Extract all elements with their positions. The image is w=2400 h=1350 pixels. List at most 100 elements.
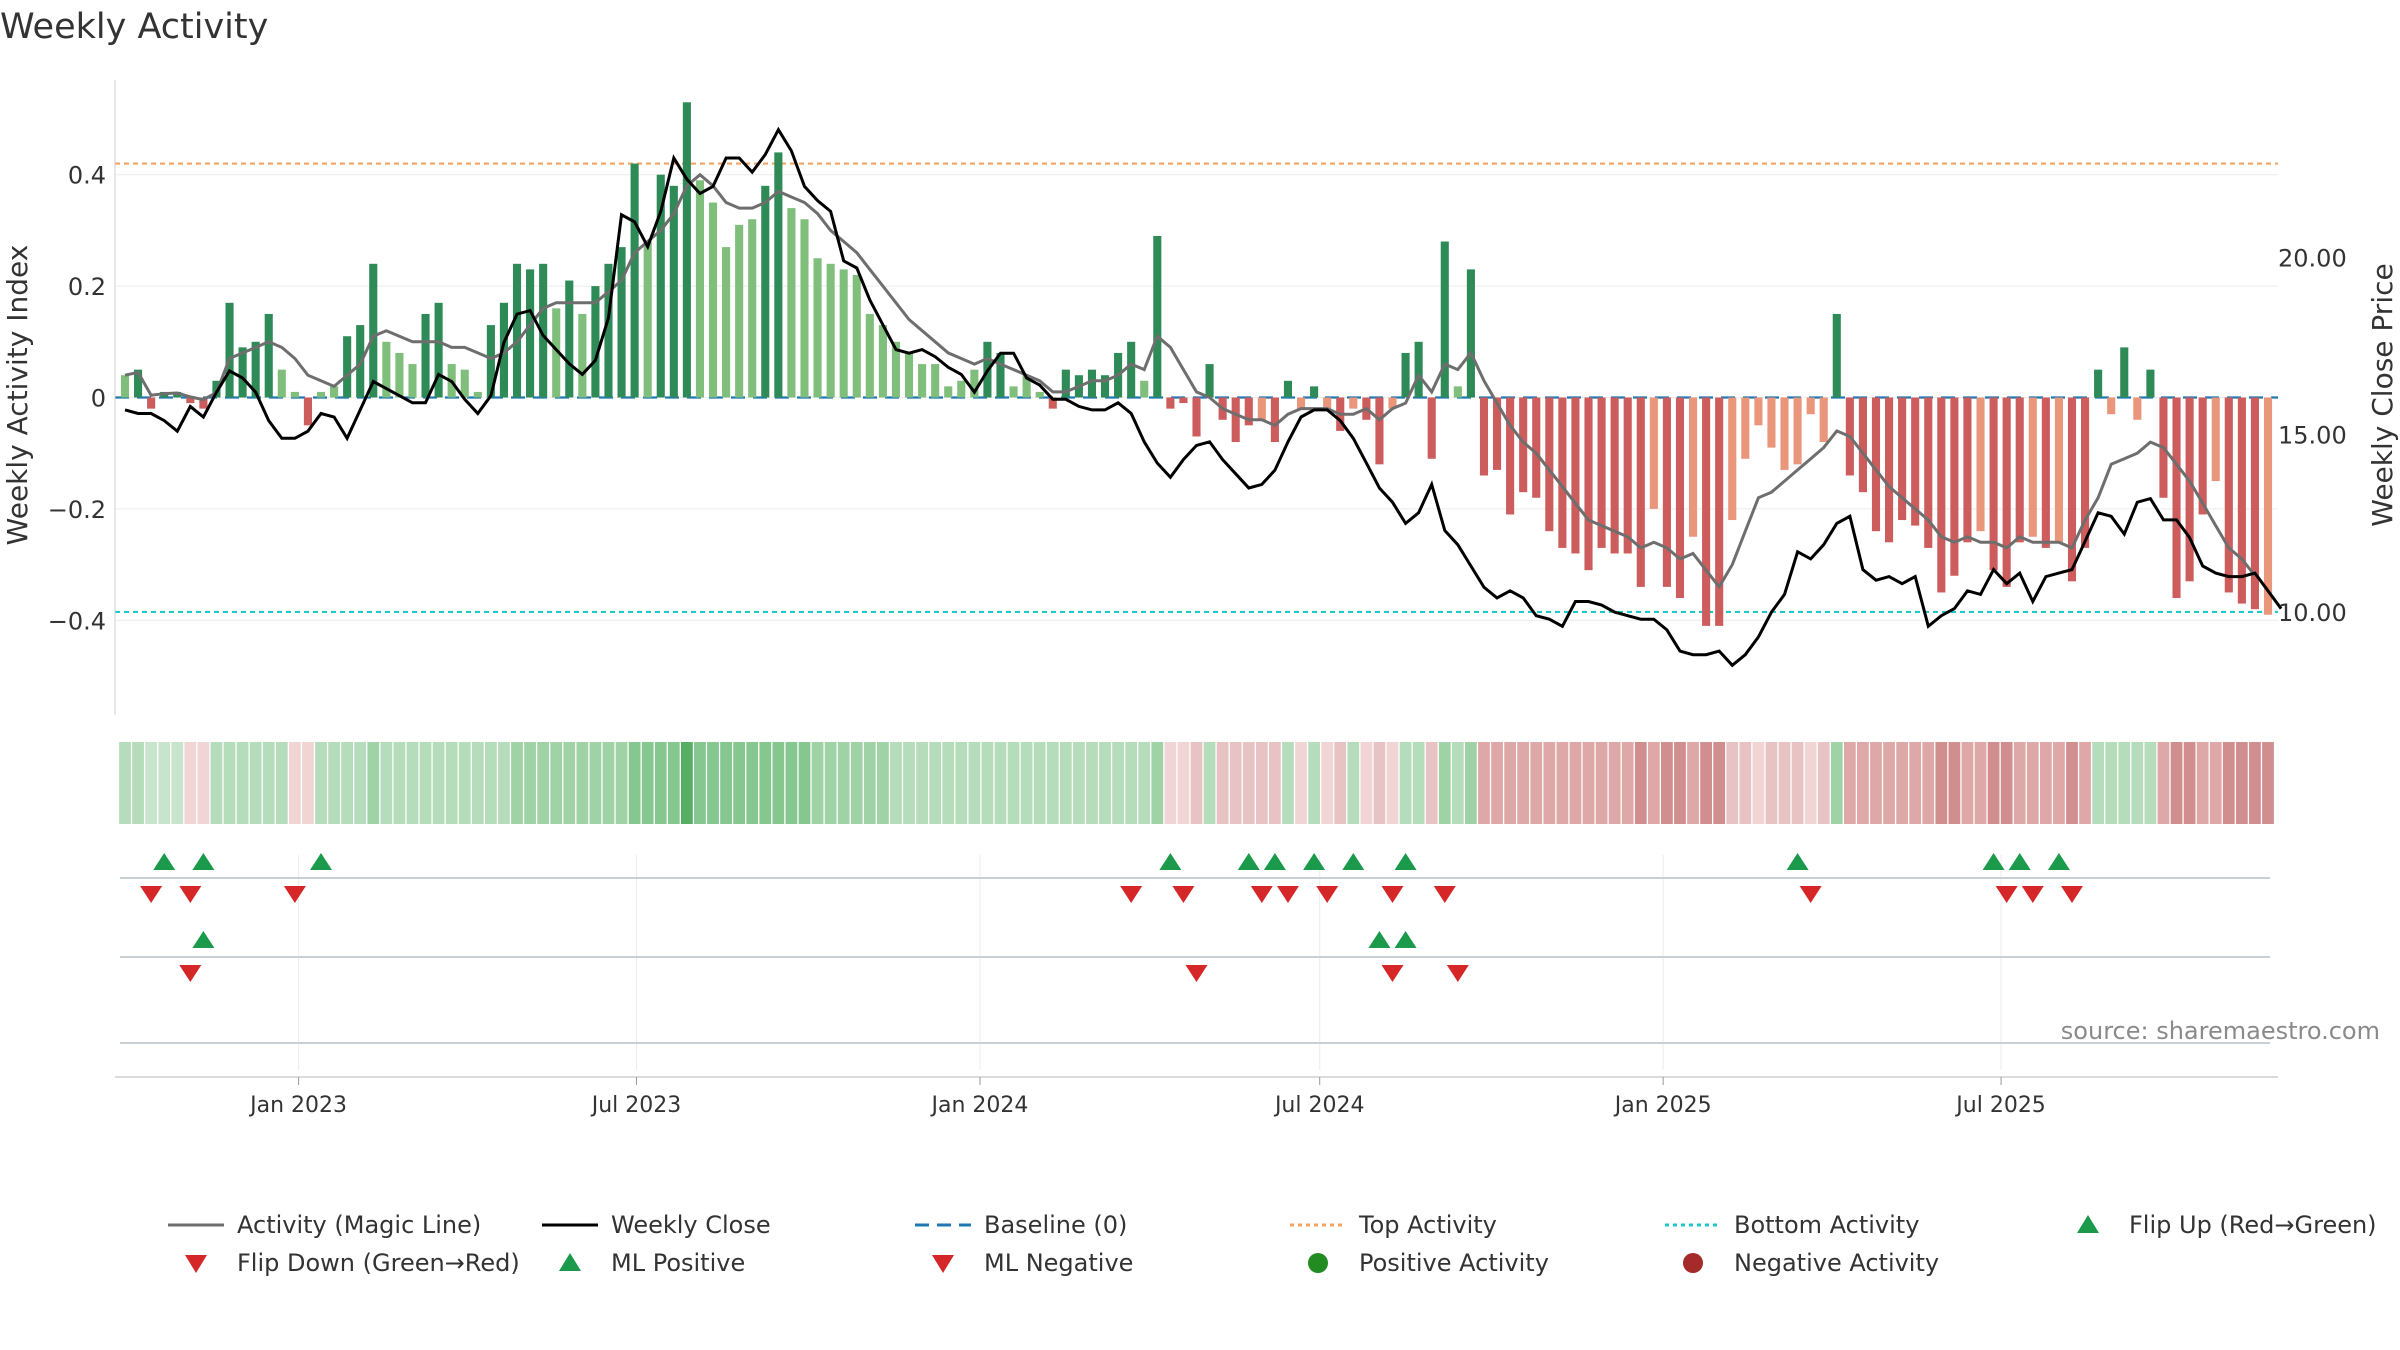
ml-negative-marker (1185, 965, 1208, 982)
activity-bar (2107, 397, 2116, 415)
flip-down-marker (1433, 886, 1456, 903)
heat-cell (2262, 742, 2274, 824)
heat-cell (681, 742, 693, 824)
weekly-close-line (124, 126, 2283, 668)
heat-cell (184, 742, 197, 824)
activity-bar (604, 263, 613, 398)
activity-bar (2015, 397, 2024, 543)
activity-bar (891, 341, 901, 398)
activity-bar (1022, 375, 1031, 398)
heat-cell (602, 742, 615, 824)
activity-bar (1662, 397, 1671, 587)
activity-bar (774, 152, 783, 398)
chart-title: Weekly Activity (0, 7, 268, 47)
lines-layer (124, 126, 2283, 668)
heat-cell (1229, 742, 1242, 824)
heat-cell (550, 742, 563, 824)
heat-cell (275, 742, 288, 824)
heat-cell (1582, 742, 1595, 824)
heat-cell (1203, 742, 1216, 824)
legend-label: Activity (Magic Line) (237, 1211, 481, 1239)
flip-down-marker (1995, 886, 2018, 903)
heat-cell (1883, 742, 1895, 824)
activity-bar (2081, 397, 2090, 548)
activity-bar (656, 174, 665, 398)
activity-bar (1323, 397, 1332, 409)
activity-bar (2094, 369, 2103, 398)
heat-cell (563, 742, 576, 824)
heat-cell (145, 742, 158, 824)
activity-bar (1375, 397, 1384, 465)
heat-cell (2157, 742, 2170, 824)
heat-cell (2013, 742, 2026, 824)
activity-bar (1244, 397, 1253, 426)
legend-label: ML Positive (611, 1249, 745, 1277)
activity-bar (251, 341, 260, 398)
heat-cell (968, 742, 981, 824)
activity-bar (1153, 235, 1162, 398)
x-tick-label: Jan 2023 (248, 1093, 347, 1118)
heat-cell (1830, 742, 1843, 824)
heat-cell (1778, 742, 1791, 824)
activity-bar (1688, 397, 1698, 537)
heat-cell (210, 742, 223, 824)
legend-label: Bottom Activity (1734, 1211, 1919, 1239)
activity-bar (1401, 352, 1410, 398)
heat-cell (707, 742, 719, 824)
activity-bar (1911, 397, 1920, 526)
heat-cell (328, 742, 340, 824)
flip-up-marker (310, 853, 333, 870)
activity-bar (1061, 369, 1070, 398)
activity-bar (2172, 397, 2181, 599)
heat-cell (1334, 742, 1347, 824)
activity-bar (1636, 397, 1645, 587)
activity-bar (526, 269, 535, 398)
activity-bar (918, 364, 927, 398)
heat-cell (2209, 742, 2222, 824)
heat-cell (119, 742, 131, 824)
activity-bar (1610, 397, 1619, 554)
heat-cell (2249, 742, 2261, 824)
activity-bar (2185, 397, 2194, 582)
flip-up-marker (1263, 853, 1286, 870)
activity-bar (1466, 269, 1475, 398)
heat-cell (2183, 742, 2196, 824)
activity-bar (1571, 397, 1580, 554)
heat-cell (1059, 742, 1072, 824)
heat-cell (432, 742, 445, 824)
activity-bar (944, 386, 953, 398)
activity-bar (1388, 397, 1397, 409)
heat-cell (1020, 742, 1033, 824)
flip-up-marker (1303, 853, 1326, 870)
activity-bar (395, 352, 404, 398)
activity-bar (1754, 397, 1763, 426)
heat-cell (1438, 742, 1451, 824)
activity-bar (225, 302, 234, 398)
heat-cell (1556, 742, 1569, 824)
legend-item: Flip Up (Red→Green) (2077, 1211, 2377, 1239)
activity-bar (1519, 397, 1528, 493)
y2-tick-label: 10.00 (2278, 599, 2347, 627)
heat-cell (1451, 742, 1464, 824)
heat-cell (1347, 742, 1360, 824)
activity-bar (1427, 397, 1436, 459)
heat-cell (1504, 742, 1516, 824)
activity-bar (1898, 397, 1907, 521)
heat-cell (171, 742, 184, 824)
heat-cell (1752, 742, 1765, 824)
legend-label: Flip Up (Red→Green) (2129, 1211, 2377, 1239)
heat-cell (2053, 742, 2065, 824)
heat-cell (2066, 742, 2078, 824)
legend-swatch (1683, 1253, 1703, 1273)
activity-bar (1257, 397, 1266, 420)
activity-bar (434, 302, 443, 398)
heat-cell (537, 742, 550, 824)
activity-bar (695, 180, 705, 398)
x-tick-label: Jul 2023 (590, 1093, 682, 1118)
heat-cell (1517, 742, 1530, 824)
heat-cell (1661, 742, 1673, 824)
heat-cell (1282, 742, 1294, 824)
activity-bar (1270, 397, 1279, 443)
activity-bar (643, 241, 652, 398)
